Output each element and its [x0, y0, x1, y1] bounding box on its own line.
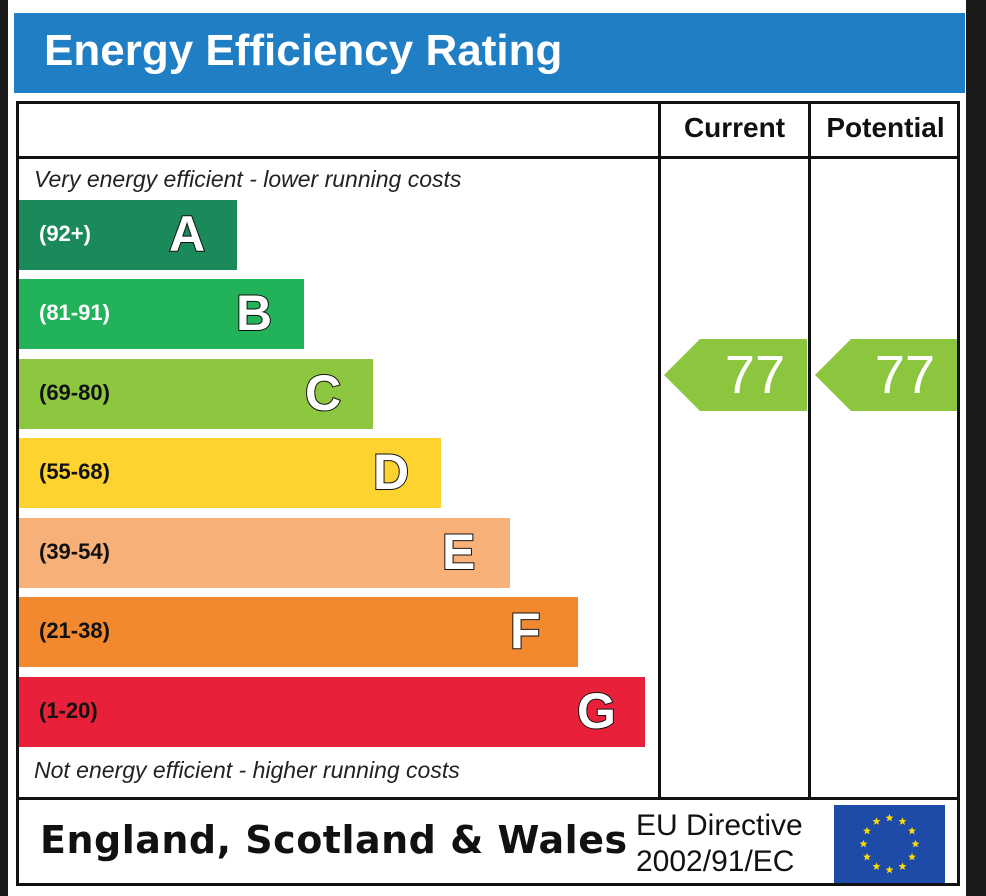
eu-flag-icon	[834, 805, 945, 883]
eu-star-icon	[885, 813, 894, 822]
current-rating-indicator: 77	[664, 339, 807, 411]
eu-directive-line1: EU Directive	[636, 809, 803, 842]
band-f: (21-38) F	[19, 597, 578, 667]
caption-bottom: Not energy efficient - higher running co…	[34, 757, 460, 783]
potential-rating-value: 77	[874, 345, 935, 405]
current-column-header: Current	[683, 112, 786, 143]
eu-star-icon	[908, 852, 917, 861]
footer-region-label: England, Scotland & Wales	[40, 818, 628, 862]
chart-title: Energy Efficiency Rating	[44, 26, 563, 75]
title-bar: Energy Efficiency Rating	[14, 13, 965, 93]
current-arrow-shape	[664, 339, 807, 411]
band-letter-label: B	[235, 284, 273, 342]
band-range-label: (81-91)	[39, 300, 110, 325]
potential-rating-indicator: 77	[815, 339, 957, 411]
eu-star-icon	[898, 817, 907, 825]
band-b: (81-91) B	[19, 279, 304, 349]
eu-star-icon	[908, 826, 917, 835]
band-range-label: (69-80)	[39, 380, 110, 405]
eu-star-icon	[862, 826, 871, 835]
band-letter-label: G	[576, 682, 617, 740]
eu-star-icon	[859, 839, 868, 848]
eu-stars-icon	[859, 813, 920, 874]
eu-star-icon	[885, 865, 894, 874]
potential-column-header: Potential	[826, 112, 945, 143]
eu-star-icon	[862, 852, 871, 861]
caption-top: Very energy efficient - lower running co…	[34, 166, 462, 192]
band-range-label: (92+)	[39, 221, 91, 246]
band-range-label: (55-68)	[39, 459, 110, 484]
eu-star-icon	[898, 862, 907, 870]
column-divider-potential	[808, 101, 811, 800]
band-c: (69-80) C	[19, 359, 373, 429]
rating-table	[16, 101, 960, 886]
eu-directive-line2: 2002/91/EC	[636, 845, 795, 878]
band-letter-label: C	[304, 364, 342, 422]
window-frame-right	[966, 0, 986, 896]
band-g: (1-20) G	[19, 677, 645, 747]
band-range-label: (39-54)	[39, 539, 110, 564]
band-letter-label: D	[372, 443, 410, 501]
band-letter-label: E	[441, 523, 476, 581]
column-divider-current	[658, 101, 661, 800]
band-d: (55-68) D	[19, 438, 441, 508]
current-rating-value: 77	[724, 345, 785, 405]
header-divider	[16, 156, 960, 159]
window-frame-left	[0, 0, 8, 896]
band-letter-label: A	[168, 205, 206, 263]
footer-divider	[16, 797, 960, 800]
eu-star-icon	[872, 862, 881, 870]
band-a: (92+) A	[19, 200, 237, 270]
band-e: (39-54) E	[19, 518, 510, 588]
band-letter-label: F	[509, 602, 542, 660]
band-range-label: (1-20)	[39, 698, 98, 723]
eu-star-icon	[872, 817, 881, 825]
eu-star-icon	[911, 839, 920, 848]
band-range-label: (21-38)	[39, 618, 110, 643]
potential-arrow-shape	[815, 339, 957, 411]
